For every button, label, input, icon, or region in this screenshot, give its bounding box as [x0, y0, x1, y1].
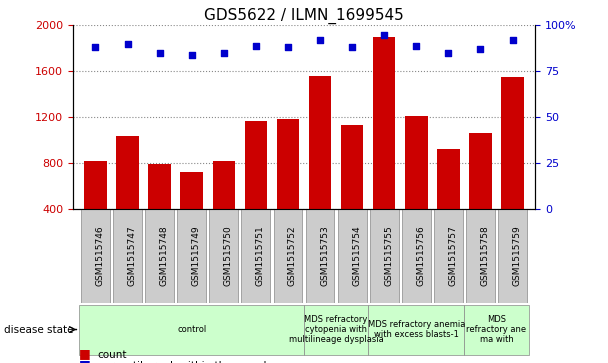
Text: GSM1515759: GSM1515759: [513, 226, 522, 286]
FancyBboxPatch shape: [466, 209, 495, 303]
FancyBboxPatch shape: [337, 209, 367, 303]
FancyBboxPatch shape: [304, 305, 368, 355]
Text: GSM1515757: GSM1515757: [448, 226, 457, 286]
Text: MDS refractory anemia
with excess blasts-1: MDS refractory anemia with excess blasts…: [368, 320, 465, 339]
FancyBboxPatch shape: [241, 209, 271, 303]
FancyBboxPatch shape: [465, 305, 528, 355]
Bar: [116, 135, 139, 255]
Point: [251, 43, 261, 49]
Bar: [469, 133, 492, 255]
Point: [315, 37, 325, 43]
Text: disease state: disease state: [4, 325, 74, 335]
Text: GSM1515748: GSM1515748: [159, 226, 168, 286]
Text: GSM1515750: GSM1515750: [224, 226, 233, 286]
Text: GSM1515753: GSM1515753: [320, 226, 329, 286]
Text: count: count: [97, 350, 127, 360]
Point: [91, 45, 100, 50]
FancyBboxPatch shape: [178, 209, 206, 303]
FancyBboxPatch shape: [274, 209, 302, 303]
Bar: [213, 161, 235, 255]
Bar: [244, 121, 267, 255]
FancyBboxPatch shape: [434, 209, 463, 303]
Point: [347, 45, 357, 50]
Text: MDS
refractory ane
ma with: MDS refractory ane ma with: [466, 315, 527, 344]
Text: GSM1515751: GSM1515751: [256, 226, 265, 286]
FancyBboxPatch shape: [368, 305, 465, 355]
Bar: [148, 164, 171, 255]
Bar: [373, 37, 395, 255]
Point: [443, 50, 453, 56]
Bar: [277, 119, 299, 255]
FancyBboxPatch shape: [402, 209, 430, 303]
Bar: [437, 149, 460, 255]
FancyBboxPatch shape: [498, 209, 527, 303]
Title: GDS5622 / ILMN_1699545: GDS5622 / ILMN_1699545: [204, 8, 404, 24]
Point: [475, 46, 485, 52]
FancyBboxPatch shape: [306, 209, 334, 303]
Point: [187, 52, 196, 58]
Text: GSM1515746: GSM1515746: [95, 226, 105, 286]
FancyBboxPatch shape: [80, 305, 304, 355]
FancyBboxPatch shape: [209, 209, 238, 303]
Text: GSM1515747: GSM1515747: [128, 226, 137, 286]
Text: control: control: [177, 325, 206, 334]
Point: [379, 32, 389, 37]
Bar: [84, 161, 106, 255]
Text: GSM1515758: GSM1515758: [480, 226, 489, 286]
Text: GSM1515749: GSM1515749: [192, 226, 201, 286]
Point: [508, 37, 517, 43]
Text: GSM1515756: GSM1515756: [416, 226, 426, 286]
FancyBboxPatch shape: [81, 209, 110, 303]
Point: [412, 43, 421, 49]
Text: GSM1515755: GSM1515755: [384, 226, 393, 286]
Text: ■: ■: [79, 358, 91, 363]
Point: [283, 45, 293, 50]
Point: [154, 50, 164, 56]
Text: MDS refractory
cytopenia with
multilineage dysplasia: MDS refractory cytopenia with multilinea…: [289, 315, 384, 344]
Text: GSM1515754: GSM1515754: [352, 226, 361, 286]
Bar: [341, 125, 364, 255]
FancyBboxPatch shape: [145, 209, 174, 303]
Text: ■: ■: [79, 347, 91, 360]
Point: [219, 50, 229, 56]
FancyBboxPatch shape: [113, 209, 142, 303]
Point: [123, 41, 133, 47]
Bar: [502, 77, 524, 255]
Text: GSM1515752: GSM1515752: [288, 226, 297, 286]
Bar: [405, 116, 427, 255]
Bar: [181, 172, 203, 255]
Text: percentile rank within the sample: percentile rank within the sample: [97, 361, 273, 363]
Bar: [309, 76, 331, 255]
FancyBboxPatch shape: [370, 209, 399, 303]
